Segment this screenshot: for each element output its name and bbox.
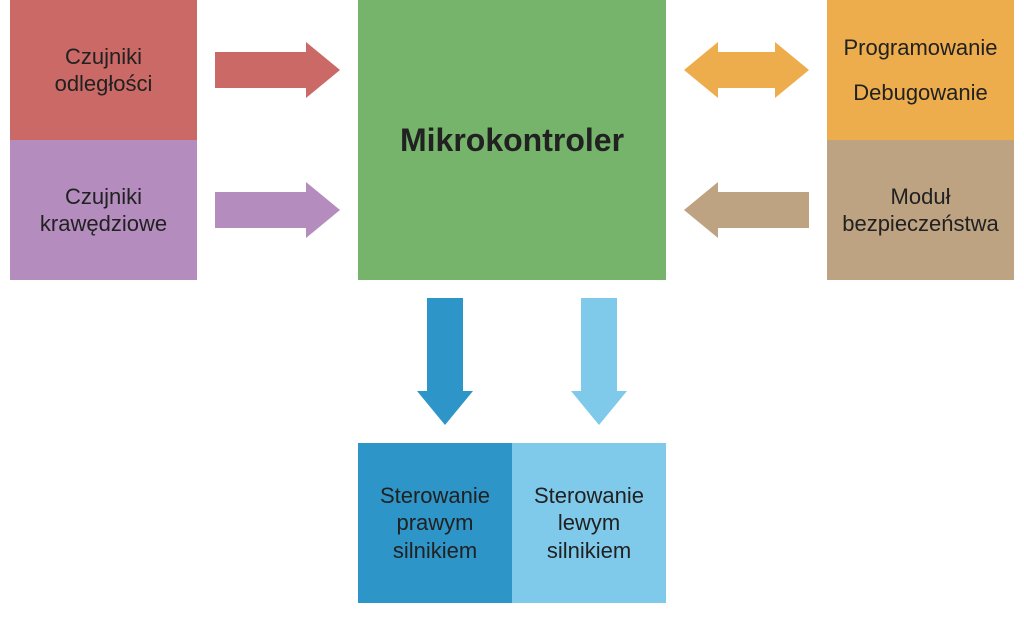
arrow-center-to-sterowanie-prawym — [417, 298, 473, 425]
node-programowanie-debugowanie: Programowanie Debugowanie — [827, 0, 1014, 140]
node-sterowanie-lewym: Sterowanie lewym silnikiem — [512, 443, 666, 603]
node-label-line2: krawędziowe — [40, 210, 167, 238]
arrow-czujniki-krawedziowe-to-center — [215, 182, 340, 238]
node-czujniki-odleglosci: Czujniki odległości — [10, 0, 197, 140]
node-label-line1: Moduł — [891, 183, 951, 211]
node-label-line1: Sterowanie — [534, 482, 644, 510]
node-label-line2: bezpieczeństwa — [842, 210, 999, 238]
node-label-line3: silnikiem — [393, 537, 477, 565]
arrow-czujniki-odleglosci-to-center — [215, 42, 340, 98]
diagram-stage: Mikrokontroler Czujniki odległości Czujn… — [0, 0, 1024, 621]
node-label-line1: Sterowanie — [380, 482, 490, 510]
node-label-line1: Czujniki — [65, 183, 142, 211]
node-label-line2: odległości — [55, 70, 153, 98]
node-label-line2: prawym — [396, 509, 473, 537]
node-label-line1: Programowanie — [843, 34, 997, 62]
node-modul-bezpieczenstwa: Moduł bezpieczeństwa — [827, 140, 1014, 280]
node-label: Mikrokontroler — [400, 120, 624, 160]
arrow-modul-bezpieczenstwa-to-center — [684, 182, 809, 238]
node-label-line2: lewym — [558, 509, 620, 537]
node-label-line1: Czujniki — [65, 43, 142, 71]
node-label-line3: silnikiem — [547, 537, 631, 565]
node-sterowanie-prawym: Sterowanie prawym silnikiem — [358, 443, 512, 603]
node-label-line2: Debugowanie — [853, 79, 988, 107]
arrow-programowanie-bidirectional — [684, 42, 809, 98]
arrow-center-to-sterowanie-lewym — [571, 298, 627, 425]
node-mikrokontroler: Mikrokontroler — [358, 0, 666, 280]
node-czujniki-krawedziowe: Czujniki krawędziowe — [10, 140, 197, 280]
